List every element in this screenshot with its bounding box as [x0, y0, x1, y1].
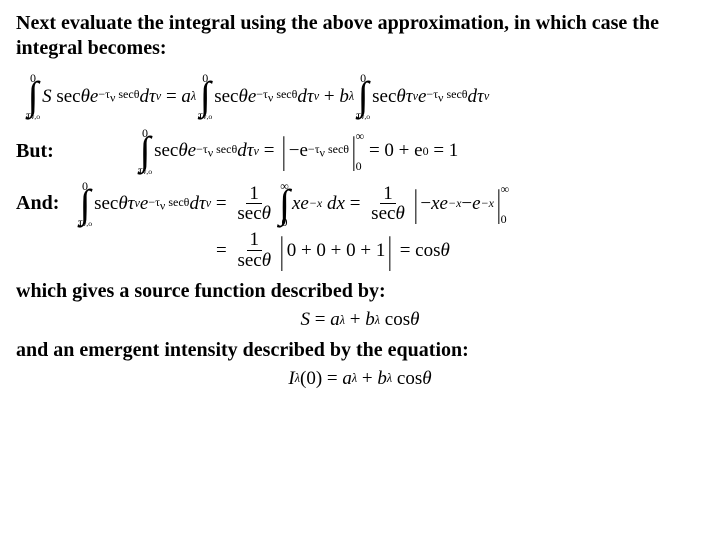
intro-text: Next evaluate the integral using the abo…	[16, 11, 704, 61]
frac-1-sec: 1 secθ	[234, 184, 274, 225]
emergent-text: and an emergent intensity described by t…	[16, 338, 704, 363]
integral-b: 0 ∫ τν,o	[356, 72, 370, 121]
equation-main: 0 ∫ τν,o S secθ e−τν secθ dτν = aλ 0 ∫ τ…	[24, 65, 704, 121]
source-fn-text: which gives a source function described …	[16, 279, 704, 304]
equation-and-2: = 1 secθ |0 + 0 + 0 + 1| = cosθ	[216, 230, 704, 271]
S-var: S	[42, 85, 52, 109]
but-label: But:	[16, 139, 66, 164]
integral-lhs: 0 ∫ τν,o	[26, 72, 40, 121]
and-label: And:	[16, 191, 66, 216]
equation-and-1: And: 0 ∫ τν,o secθ τν e−τν secθ dτν = 1 …	[16, 180, 704, 229]
equation-source: S = aλ + bλ cosθ	[16, 308, 704, 332]
integral-a: 0 ∫ τν,o	[198, 72, 212, 121]
equation-intensity: Iλ(0) = aλ + bλ cosθ	[16, 367, 704, 391]
equation-but: But: 0 ∫ τν,o secθ e−τν secθ dτν = | −e−…	[16, 127, 704, 176]
